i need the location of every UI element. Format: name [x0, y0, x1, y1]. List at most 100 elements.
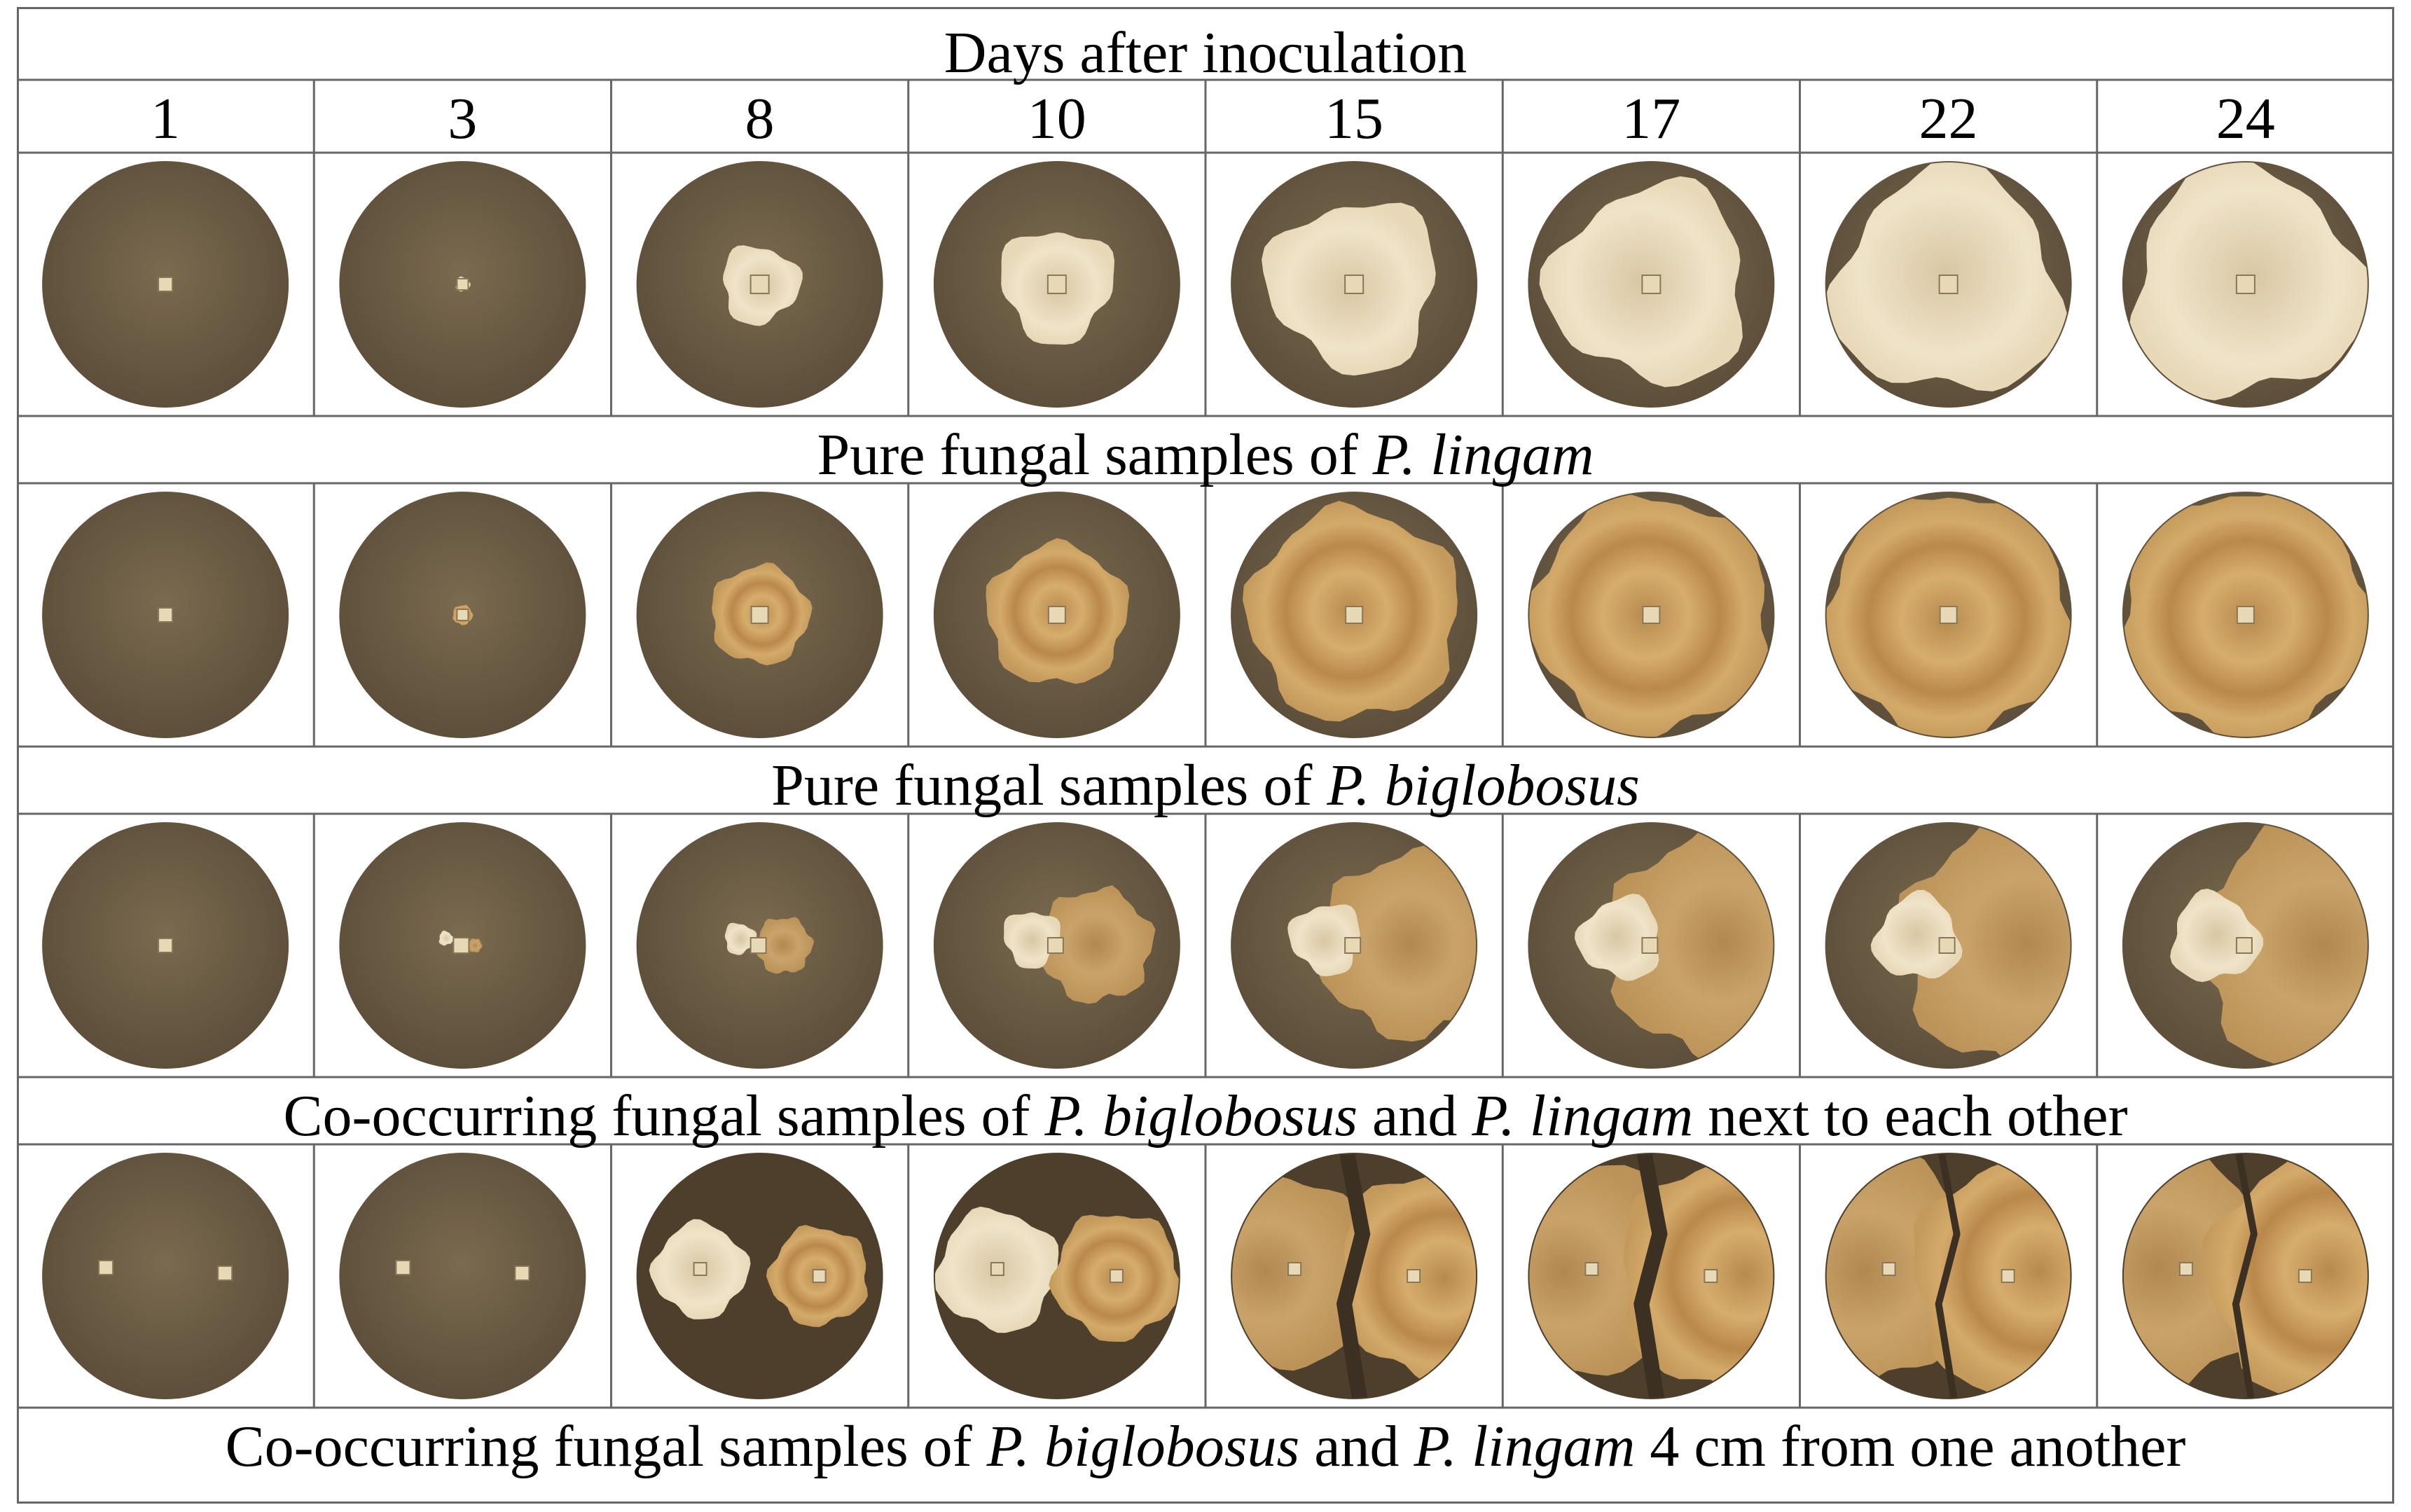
petri-dish [636, 161, 883, 408]
inhibition-zone [1935, 1154, 1961, 1398]
inoculum-plug [1704, 1269, 1718, 1283]
day-label-24: 24 [2216, 86, 2275, 151]
colony-p-biglobosus [1914, 1154, 2071, 1398]
inoculum-plug [1938, 275, 1958, 294]
inoculum-plug [395, 1260, 411, 1275]
petri-dish [1528, 492, 1775, 738]
caption-p-lingam-pure: Pure fungal samples of P. lingam [817, 422, 1594, 487]
inoculum-plug [1046, 937, 1064, 954]
day-label-17: 17 [1622, 86, 1681, 151]
colony-p-lingam [724, 922, 757, 955]
inhibition-zone [1633, 1154, 1668, 1398]
colony-p-biglobosus [1035, 885, 1156, 1004]
petri-dish [42, 161, 289, 408]
petri-dish [2122, 1153, 2369, 1399]
petri-dish [1825, 1153, 2072, 1399]
petri-dish [1231, 492, 1478, 738]
caption-co-adjacent: Co-occurring fungal samples of P. biglob… [283, 1083, 2128, 1149]
inoculum-plug [1407, 1269, 1421, 1283]
petri-dish [636, 492, 883, 738]
petri-dish [42, 1153, 289, 1399]
petri-dish [1825, 492, 2072, 738]
petri-dish [933, 1153, 1180, 1399]
header-title: Days after inoculation [944, 20, 1467, 85]
inoculum-plug [693, 1262, 707, 1276]
petri-dish [339, 161, 586, 408]
colony-p-lingam [1287, 904, 1360, 977]
inoculum-plug [98, 1260, 114, 1275]
petri-dish [1528, 822, 1775, 1069]
colony-p-lingam [1529, 1163, 1673, 1381]
petri-dish [2122, 161, 2369, 408]
petri-dish [339, 1153, 586, 1399]
colony-p-lingam [1826, 162, 2068, 391]
plate-grid [17, 7, 2394, 1504]
petri-dish [933, 492, 1180, 738]
petri-dish [1528, 161, 1775, 408]
petri-dish [1231, 161, 1478, 408]
petri-dish [2122, 492, 2369, 738]
petri-dish [339, 492, 586, 738]
inoculum-plug [990, 1262, 1004, 1276]
petri-dish [42, 822, 289, 1069]
inoculum-plug [2001, 1269, 2015, 1283]
petri-dish [339, 822, 586, 1069]
inhibition-zone [2232, 1154, 2258, 1398]
colony-p-biglobosus [2189, 824, 2368, 1067]
colony-p-lingam [2123, 1154, 2287, 1396]
inoculum-plug [749, 937, 767, 954]
inoculum-plug [158, 607, 174, 623]
day-label-8: 8 [745, 86, 775, 151]
colony-p-biglobosus [2202, 1154, 2368, 1398]
inoculum-plug [1345, 606, 1364, 624]
colony-p-biglobosus [752, 917, 815, 974]
day-label-10: 10 [1027, 86, 1086, 151]
colony-p-biglobosus [1317, 845, 1477, 1042]
outer-border [17, 7, 2394, 1504]
colony-p-biglobosus [1898, 824, 2071, 1067]
colony-p-lingam [1870, 889, 1963, 979]
colony-p-biglobosus [1333, 1170, 1477, 1387]
petri-dish [1825, 822, 2072, 1069]
inoculum-plug [1939, 606, 1958, 624]
colony-p-lingam [438, 930, 454, 946]
day-label-15: 15 [1325, 86, 1383, 151]
inoculum-plug [456, 609, 469, 621]
inoculum-plug [1047, 606, 1066, 624]
petri-dish [1825, 161, 2072, 408]
day-label-3: 3 [448, 86, 478, 151]
petri-dish [1231, 822, 1478, 1069]
petri-dish [2122, 822, 2369, 1069]
colony-p-biglobosus [1623, 1154, 1774, 1398]
inoculum-plug [2298, 1269, 2312, 1283]
petri-dish [1528, 1153, 1775, 1399]
inoculum-plug [1938, 937, 1956, 954]
colony-p-lingam [1575, 894, 1659, 981]
petri-dish [1231, 1153, 1478, 1399]
inhibition-zone [1336, 1154, 1371, 1398]
inoculum-plug [456, 278, 469, 291]
inoculum-plug [749, 275, 770, 294]
inoculum-plug [2235, 937, 2253, 954]
inoculum-plug [1344, 937, 1362, 954]
table-lines [17, 7, 2394, 1504]
inoculum-plug [453, 937, 470, 954]
inoculum-plug [1287, 1262, 1302, 1276]
colony-p-lingam [1004, 912, 1061, 969]
inoculum-plug [1881, 1262, 1896, 1276]
petri-dish [636, 822, 883, 1069]
colony-p-lingam [1539, 176, 1743, 387]
inoculum-plug [1641, 937, 1659, 954]
inoculum-plug [1641, 275, 1662, 294]
agar-plate [42, 1153, 289, 1399]
inoculum-plug [217, 1265, 233, 1281]
inoculum-plug [1584, 1262, 1599, 1276]
inoculum-plug [2178, 1262, 2193, 1276]
inoculum-plug [812, 1269, 827, 1283]
inoculum-plug [2236, 606, 2255, 624]
inoculum-plug [158, 277, 174, 292]
inoculum-plug [1046, 275, 1067, 294]
figure: Days after inoculation 1 3 8 10 15 17 22 24 Pur… [17, 7, 2394, 1504]
petri-dish [933, 822, 1180, 1069]
petri-dish [42, 492, 289, 738]
